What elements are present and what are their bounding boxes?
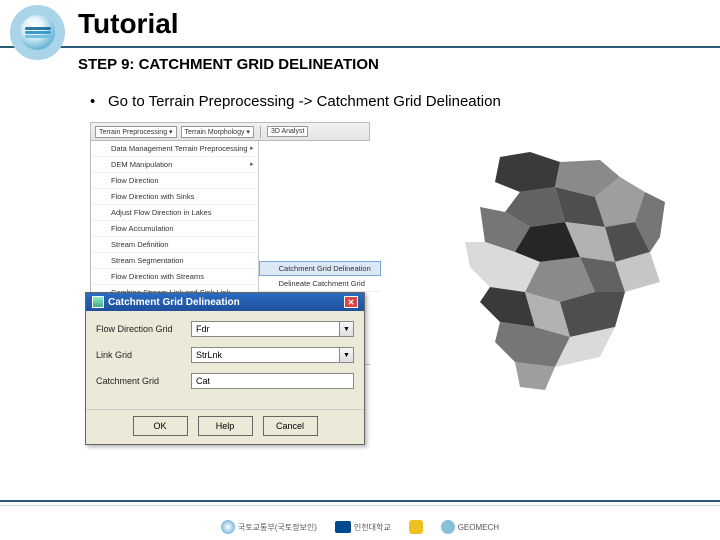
footer-separator-light <box>0 505 720 506</box>
footer-logo-1: 국토교통부(국토정보인) <box>221 520 317 534</box>
submenu-item[interactable]: Catchment Grid Delineation <box>259 261 381 276</box>
menu-item[interactable]: Flow Direction with Sinks <box>91 189 258 205</box>
catchment-polygons <box>465 152 665 390</box>
dialog-select-value: Fdr <box>196 324 210 334</box>
page-title: Tutorial <box>0 8 720 44</box>
footer-logo-1-icon <box>221 520 235 534</box>
dialog-body: Flow Direction Grid Fdr ▼ Link Grid StrLnk ▼ C… <box>86 311 364 405</box>
footer-logo-2-text: 인천대학교 <box>354 522 391 533</box>
menu-item[interactable]: Adjust Flow Direction in Lakes <box>91 205 258 221</box>
dialog-icon <box>92 296 104 308</box>
logo <box>10 5 65 60</box>
screenshots-area: Terrain Preprocessing ▾ Terrain Morpholo… <box>90 122 680 452</box>
app-toolbar: Terrain Preprocessing ▾ Terrain Morpholo… <box>91 123 369 141</box>
toolbar-btn-3d[interactable]: 3D Analyst <box>267 126 308 137</box>
footer-logo-2-icon <box>335 521 351 533</box>
menu-item[interactable]: Flow Direction with Streams <box>91 269 258 285</box>
toolbar-btn-terrain[interactable]: Terrain Preprocessing ▾ <box>95 126 177 138</box>
toolbar-btn-morphology[interactable]: Terrain Morphology ▾ <box>181 126 254 138</box>
dialog-field-label: Flow Direction Grid <box>96 324 191 334</box>
slide-header: Tutorial STEP 9: CATCHMENT GRID DELINEAT… <box>0 0 720 83</box>
instruction-bullet: Go to Terrain Preprocessing -> Catchment… <box>90 93 680 122</box>
dialog-select[interactable]: Cat <box>191 373 354 389</box>
dialog-field-label: Link Grid <box>96 350 191 360</box>
dialog-field-label: Catchment Grid <box>96 376 191 386</box>
footer-logo-2: 인천대학교 <box>335 521 391 533</box>
footer-logo-3-icon <box>409 520 423 534</box>
chevron-down-icon[interactable]: ▼ <box>339 322 353 336</box>
footer-logo-4-icon <box>441 520 455 534</box>
chevron-down-icon[interactable]: ▼ <box>339 348 353 362</box>
cancel-button[interactable]: Cancel <box>263 416 318 436</box>
ok-button[interactable]: OK <box>133 416 188 436</box>
dialog-select-value: Cat <box>196 376 210 386</box>
menu-item[interactable]: Flow Accumulation <box>91 221 258 237</box>
menu-item[interactable]: Data Management Terrain Preprocessing <box>91 141 258 157</box>
dialog-row: Flow Direction Grid Fdr ▼ <box>96 321 354 337</box>
dialog-select[interactable]: Fdr ▼ <box>191 321 354 337</box>
content-area: Go to Terrain Preprocessing -> Catchment… <box>0 83 720 452</box>
toolbar-sep <box>260 126 261 138</box>
logo-waves <box>25 26 51 40</box>
dialog-title-text: Catchment Grid Delineation <box>108 297 240 308</box>
menu-right-spacer <box>259 141 381 261</box>
dialog-row: Catchment Grid Cat <box>96 373 354 389</box>
menu-item[interactable]: DEM Manipulation <box>91 157 258 173</box>
footer-logo-4-text: GEOMECH <box>458 523 499 532</box>
dialog-select-value: StrLnk <box>196 350 222 360</box>
menu-item[interactable]: Stream Definition <box>91 237 258 253</box>
footer-logos: 국토교통부(국토정보인) 인천대학교 GEOMECH <box>0 520 720 534</box>
step-heading: STEP 9: CATCHMENT GRID DELINEATION <box>0 52 720 83</box>
menu-item[interactable]: Flow Direction <box>91 173 258 189</box>
footer-separator <box>0 500 720 502</box>
help-button[interactable]: Help <box>198 416 253 436</box>
catchment-map <box>420 142 690 402</box>
catchment-dialog: Catchment Grid Delineation ✕ Flow Direct… <box>85 292 365 445</box>
close-icon[interactable]: ✕ <box>344 296 358 308</box>
menu-item[interactable]: Stream Segmentation <box>91 253 258 269</box>
footer-logo-1-text: 국토교통부(국토정보인) <box>238 522 317 533</box>
dialog-buttons: OK Help Cancel <box>86 409 364 444</box>
dialog-row: Link Grid StrLnk ▼ <box>96 347 354 363</box>
dialog-select[interactable]: StrLnk ▼ <box>191 347 354 363</box>
footer-logo-4: GEOMECH <box>441 520 499 534</box>
footer-logo-3 <box>409 520 423 534</box>
submenu-item[interactable]: Delineate Catchment Grid <box>259 276 381 292</box>
dialog-titlebar: Catchment Grid Delineation ✕ <box>86 293 364 311</box>
header-separator <box>0 46 720 48</box>
